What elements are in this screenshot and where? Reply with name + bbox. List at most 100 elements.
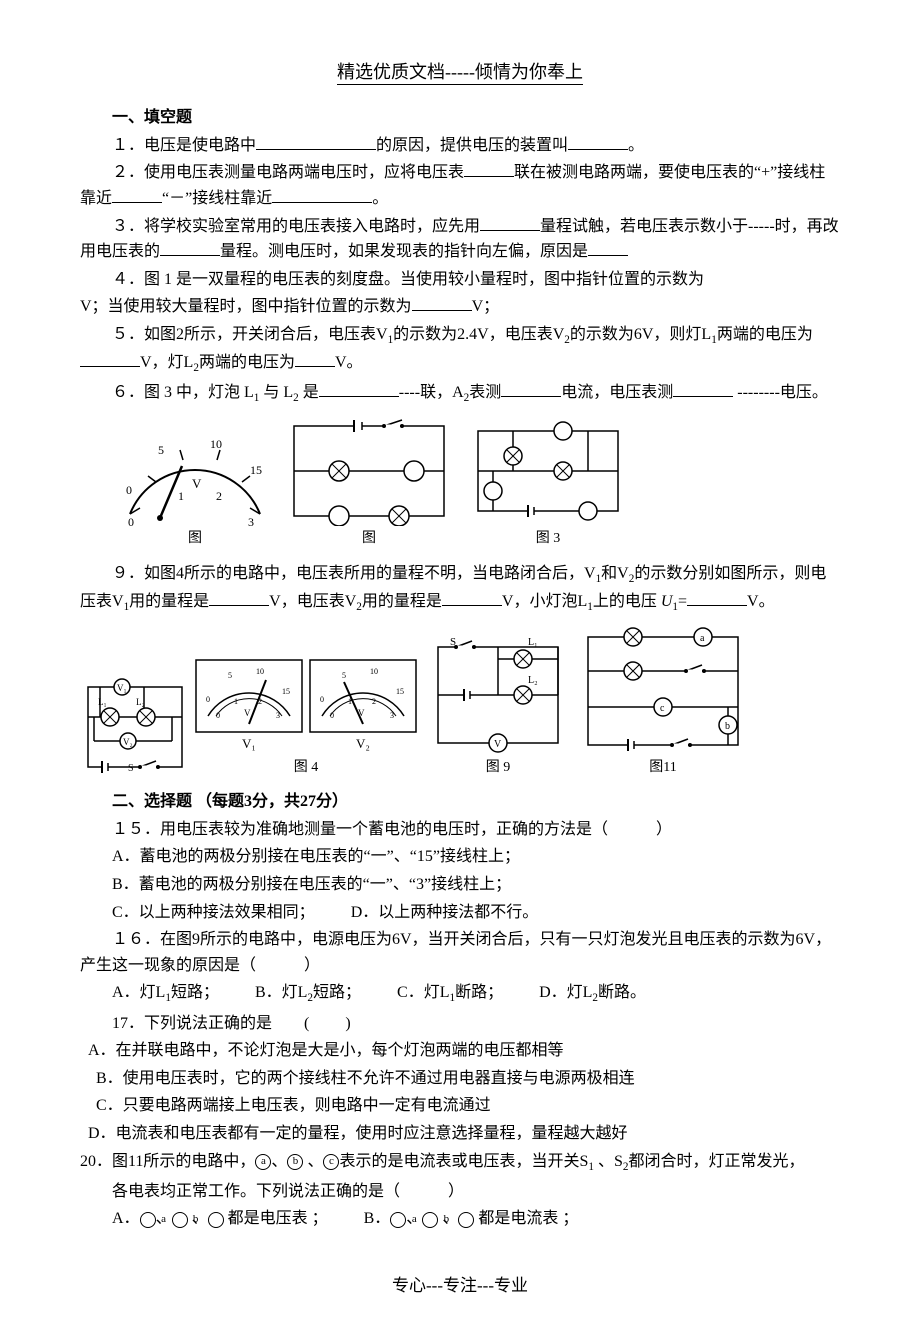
svg-text:3: 3 [390, 711, 394, 720]
svg-text:0: 0 [128, 515, 134, 526]
svg-text:15: 15 [282, 687, 290, 696]
svg-text:S: S [128, 763, 134, 774]
q2-t1: ２．使用电压表测量电路两端电压时，应将电压表 [112, 164, 464, 181]
q6-t7: --------电压。 [733, 384, 828, 401]
q5-t1: ５．如图2所示，开关闭合后，电压表V [112, 326, 388, 343]
svg-text:L₂: L₂ [136, 697, 145, 707]
v1-label: V₁ [194, 734, 304, 755]
q9-t7: V，小灯泡L [502, 593, 587, 610]
meter-v2-icon: 0 5 10 15 0 1 2 3 V [308, 658, 418, 734]
svg-text:2: 2 [258, 697, 262, 706]
section-2-title: 二、选择题 （每题3分，共27分） [80, 789, 840, 815]
q16-opts: A．灯L1短路； B．灯L2短路； C．灯L1断路； D．灯L2断路。 [80, 980, 840, 1008]
svg-text:0: 0 [126, 483, 132, 497]
q2-t3: “－”接线柱靠近 [162, 190, 272, 207]
q1-t1: １．电压是使电路中 [112, 137, 256, 154]
q5-t7: V。 [335, 354, 363, 371]
q5: ５．如图2所示，开关闭合后，电压表V1的示数为2.4V，电压表V2的示数为6V，… [80, 322, 840, 378]
figure-1: 0 5 10 15 0 1 2 3 V 图 [120, 426, 270, 550]
q15-a: A．蓄电池的两极分别接在电压表的“一”、“15”接线柱上； [80, 844, 840, 870]
svg-text:3: 3 [276, 711, 280, 720]
q9-t5: V，电压表V [269, 593, 356, 610]
svg-text:0: 0 [206, 695, 210, 704]
svg-text:L₂: L₂ [528, 675, 538, 686]
svg-text:0: 0 [216, 711, 220, 720]
q6-t1: ６．图 3 中，灯泡 L [112, 384, 254, 401]
figure-4: V₁ L₁ L₂ V₂ S [80, 658, 418, 779]
page-footer: 专心---专注---专业 [80, 1272, 840, 1299]
q1-t2: 的原因，提供电压的装置叫 [376, 137, 568, 154]
svg-text:a: a [700, 633, 705, 644]
q5-t6: 两端的电压为 [199, 354, 295, 371]
q3: ３．将学校实验室常用的电压表接入电路时，应先用量程试触，若电压表示数小于----… [80, 214, 840, 265]
q2-t4: 。 [372, 190, 388, 207]
circuit-9-icon: S L₁ L₂ V [428, 635, 568, 755]
q5-t4: 两端的电压为 [717, 326, 813, 343]
figure-11: a c b 图11 [578, 625, 748, 779]
meter-v1-icon: 0 5 10 15 0 1 2 3 V [194, 658, 304, 734]
circled-b-icon: b [287, 1154, 303, 1170]
fig9-caption: 图 9 [486, 757, 511, 779]
q15: １５．用电压表较为准确地测量一个蓄电池的电压时，正确的方法是（ ） [80, 817, 840, 843]
circuit-3-icon [468, 416, 628, 526]
svg-text:V: V [244, 708, 251, 718]
q17-c: C．只要电路两端接上电压表，则电路中一定有电流通过 [80, 1093, 840, 1119]
q9: ９．如图4所示的电路中，电压表所用的量程不明，当电路闭合后，V1和V2的示数分别… [80, 561, 840, 617]
fig4-caption: 图 4 [294, 757, 319, 779]
q4: ４．图 1 是一双量程的电压表的刻度盘。当使用较小量程时，图中指针位置的示数为 [80, 267, 840, 293]
q9-t4: 用的量程是 [129, 593, 209, 610]
fig3-caption: 图 3 [536, 528, 561, 550]
q9-t8: 上的电压 [593, 593, 661, 610]
svg-text:5: 5 [342, 671, 346, 680]
circled-a-icon: a [255, 1154, 271, 1170]
svg-text:V: V [192, 476, 202, 491]
q20-ab: A．a、b 、c 都是电压表 ； B．a、b 、c 都是电流表 ； [80, 1206, 840, 1232]
circuit-4-icon: V₁ L₁ L₂ V₂ S [80, 669, 190, 779]
voltmeter-dial-icon: 0 5 10 15 0 1 2 3 V [120, 426, 270, 526]
q6-t2: 与 L [259, 384, 293, 401]
q1-t3: 。 [628, 137, 644, 154]
q9-t6: 用的量程是 [362, 593, 442, 610]
fig1-caption: 图 [188, 528, 202, 550]
q5-t5: V，灯L [140, 354, 193, 371]
figures-row-2: V₁ L₁ L₂ V₂ S [80, 625, 840, 779]
svg-text:3: 3 [248, 515, 254, 526]
svg-text:1: 1 [234, 697, 238, 706]
svg-text:10: 10 [370, 667, 378, 676]
q3-t3: 量程。测电压时，如果发现表的指针向左偏，原因是 [220, 243, 588, 260]
q5-t3: 的示数为6V，则灯L [570, 326, 711, 343]
svg-text:V: V [358, 708, 365, 718]
q15-cd: C．以上两种接法效果相同； D．以上两种接法都不行。 [80, 900, 840, 926]
q6-t6: 电流，电压表测 [561, 384, 673, 401]
figure-9: S L₁ L₂ V 图 9 [428, 635, 568, 779]
q17-b: B．使用电压表时，它的两个接线柱不允许不通过用电器直接与电源两极相连 [80, 1066, 840, 1092]
q4-cont: V；当使用较大量程时，图中指针位置的示数为 V； [80, 294, 840, 320]
q9-t10: V。 [747, 593, 775, 610]
q6: ６．图 3 中，灯泡 L1 与 L2 是----联，A2表测电流，电压表测 --… [80, 380, 840, 408]
svg-text:0: 0 [320, 695, 324, 704]
q2: ２．使用电压表测量电路两端电压时，应将电压表联在被测电路两端，要使电压表的“+”… [80, 160, 840, 211]
svg-text:2: 2 [372, 697, 376, 706]
q6-t3: 是 [299, 384, 319, 401]
q4-t2: V；当使用较大量程时，图中指针位置的示数为 [80, 298, 412, 315]
svg-text:15: 15 [250, 463, 262, 477]
section-1-title: 一、填空题 [80, 105, 840, 131]
svg-text:b: b [725, 721, 730, 732]
q16: １６．在图9所示的电路中，电源电压为6V，当开关闭合后，只有一只灯泡发光且电压表… [80, 927, 840, 978]
q6-t4: ----联，A [399, 384, 464, 401]
circled-c-icon: c [323, 1154, 339, 1170]
svg-text:5: 5 [228, 671, 232, 680]
svg-text:10: 10 [210, 437, 222, 451]
q4-t3: V； [472, 298, 500, 315]
figure-3: 图 3 [468, 416, 628, 550]
q20-l2: 各电表均正常工作。下列说法正确的是（ ） [80, 1179, 840, 1205]
svg-text:5: 5 [158, 443, 164, 457]
q15-b: B．蓄电池的两极分别接在电压表的“一”、“3”接线柱上； [80, 872, 840, 898]
q9-t2: 和V [601, 565, 629, 582]
q1: １．电压是使电路中 的原因，提供电压的装置叫 。 [80, 133, 840, 159]
figures-row-1: 0 5 10 15 0 1 2 3 V 图 图 [120, 416, 840, 550]
svg-text:V₁: V₁ [117, 683, 127, 693]
svg-text:L₁: L₁ [528, 637, 538, 648]
q20: 20．图11所示的电路中，a、b 、c表示的是电流表或电压表，当开关S1 、S2… [80, 1149, 840, 1177]
svg-text:15: 15 [396, 687, 404, 696]
